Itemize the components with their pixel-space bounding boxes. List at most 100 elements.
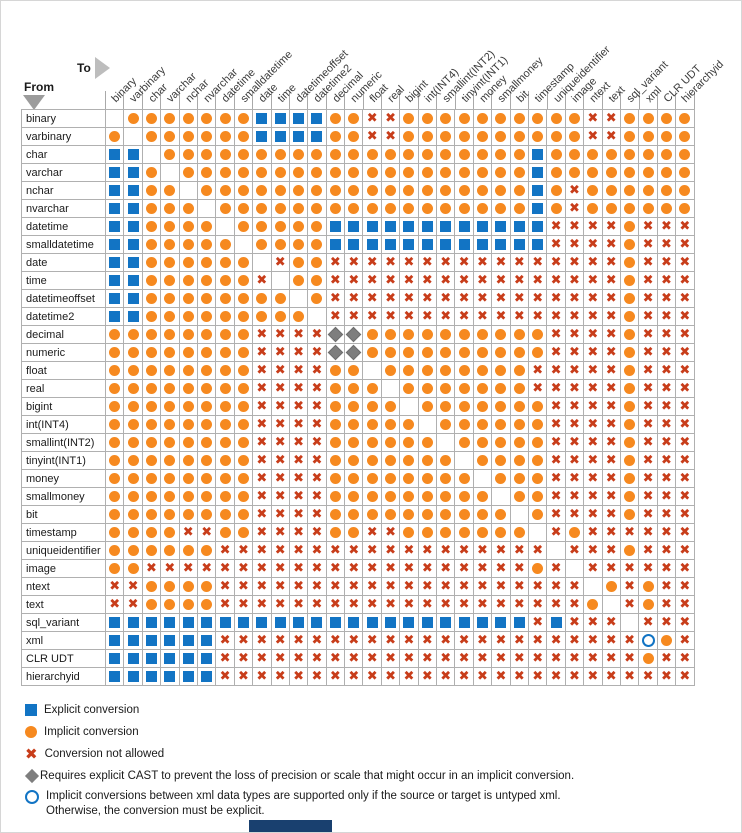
not-allowed-x-icon: ✖: [569, 255, 580, 270]
matrix-cell: [345, 362, 364, 380]
matrix-cell: [437, 614, 456, 632]
matrix-cell: ✖: [602, 218, 621, 236]
legend-item-not-allowed: ✖ Conversion not allowed: [25, 747, 164, 762]
matrix-cell: ✖: [676, 506, 695, 524]
matrix-cell: [289, 254, 309, 272]
not-allowed-x-icon: ✖: [366, 273, 378, 288]
implicit-circle-icon: [366, 185, 378, 196]
matrix-cell: ✖: [253, 650, 272, 668]
matrix-cell: [345, 182, 364, 200]
matrix-cell: ✖: [639, 254, 658, 272]
matrix-cell: ✖: [584, 272, 603, 290]
not-allowed-x-icon: ✖: [679, 219, 691, 234]
column-tick: [546, 91, 548, 109]
not-allowed-x-icon: ✖: [311, 579, 323, 594]
matrix-cell: [234, 524, 254, 542]
matrix-cell: [345, 200, 364, 218]
matrix-cell: [142, 470, 162, 488]
matrix-cell: ✖: [437, 632, 456, 650]
implicit-circle-icon: [348, 185, 360, 196]
not-allowed-x-icon: ✖: [642, 327, 654, 342]
implicit-circle-icon: [329, 383, 341, 394]
not-allowed-x-icon: ✖: [274, 435, 286, 450]
matrix-cell: [473, 470, 493, 488]
not-allowed-x-icon: ✖: [440, 597, 452, 612]
matrix-cell: ✖: [271, 380, 290, 398]
matrix-cell: ✖: [528, 650, 548, 668]
matrix-cell: ✖: [363, 668, 382, 686]
matrix-cell: [234, 110, 254, 128]
not-allowed-x-icon: ✖: [385, 273, 396, 288]
not-allowed-x-icon: ✖: [403, 561, 415, 576]
row-label: uniqueidentifier: [22, 542, 106, 560]
not-allowed-x-icon: ✖: [440, 309, 452, 324]
explicit-square-icon: [458, 239, 470, 250]
implicit-circle-icon: [329, 131, 341, 142]
not-allowed-x-icon: ✖: [293, 597, 305, 612]
to-arrow-icon: [95, 57, 110, 79]
matrix-cell: ✖: [676, 326, 695, 344]
matrix-cell: [473, 452, 493, 470]
not-allowed-x-icon: ✖: [256, 273, 268, 288]
not-allowed-x-icon: ✖: [532, 615, 544, 630]
implicit-circle-icon: [329, 455, 341, 466]
matrix-cell: ✖: [620, 650, 640, 668]
matrix-cell: ✖: [197, 560, 217, 578]
implicit-circle-icon: [219, 509, 231, 520]
implicit-circle-icon: [127, 401, 139, 412]
matrix-cell: [381, 218, 401, 236]
not-allowed-x-icon: ✖: [311, 327, 323, 342]
not-allowed-x-icon: ✖: [293, 327, 305, 342]
matrix-cell: ✖: [492, 596, 511, 614]
implicit-circle-icon: [201, 599, 213, 610]
matrix-cell: ✖: [639, 326, 658, 344]
matrix-cell: [179, 632, 198, 650]
implicit-circle-icon: [109, 347, 121, 358]
matrix-cell: [363, 488, 382, 506]
not-allowed-x-icon: ✖: [569, 579, 580, 594]
matrix-cell: [473, 218, 493, 236]
implicit-circle-icon: [237, 491, 249, 502]
implicit-circle-icon: [201, 365, 213, 376]
matrix-cell: [345, 110, 364, 128]
matrix-cell: ✖: [216, 560, 235, 578]
not-allowed-x-icon: ✖: [569, 507, 580, 522]
matrix-cell: ✖: [676, 488, 695, 506]
matrix-cell: [584, 182, 603, 200]
matrix-cell: [216, 200, 235, 218]
matrix-cell: [179, 578, 198, 596]
matrix-cell: [437, 236, 456, 254]
matrix-cell: ✖: [363, 650, 382, 668]
matrix-cell: ✖: [547, 398, 566, 416]
implicit-circle-icon: [182, 347, 194, 358]
matrix-cell: [602, 578, 621, 596]
implicit-circle-icon: [164, 203, 176, 214]
column-tick: [565, 91, 566, 109]
matrix-cell: [492, 398, 511, 416]
explicit-square-icon: [109, 257, 121, 268]
row-label: date: [22, 254, 106, 272]
matrix-cell: [473, 146, 493, 164]
matrix-cell: [676, 128, 695, 146]
not-allowed-x-icon: ✖: [348, 273, 360, 288]
matrix-cell: [620, 416, 640, 434]
matrix-cell: ✖: [326, 668, 346, 686]
implicit-circle-icon: [458, 149, 470, 160]
implicit-circle-icon: [624, 131, 636, 142]
matrix-cell: [124, 272, 143, 290]
implicit-circle-icon: [219, 347, 231, 358]
matrix-cell: [363, 218, 382, 236]
matrix-cell: [197, 146, 217, 164]
not-allowed-x-icon: ✖: [440, 633, 452, 648]
not-allowed-x-icon: ✖: [237, 633, 249, 648]
not-allowed-x-icon: ✖: [293, 561, 305, 576]
matrix-cell: [234, 452, 254, 470]
matrix-cell: ✖: [639, 488, 658, 506]
not-allowed-x-icon: ✖: [495, 597, 507, 612]
implicit-circle-icon: [458, 401, 470, 412]
matrix-cell: ✖: [308, 668, 327, 686]
matrix-cell: [179, 506, 198, 524]
column-tick: [233, 91, 235, 109]
matrix-cell: ✖: [602, 362, 621, 380]
matrix-cell: [142, 416, 162, 434]
